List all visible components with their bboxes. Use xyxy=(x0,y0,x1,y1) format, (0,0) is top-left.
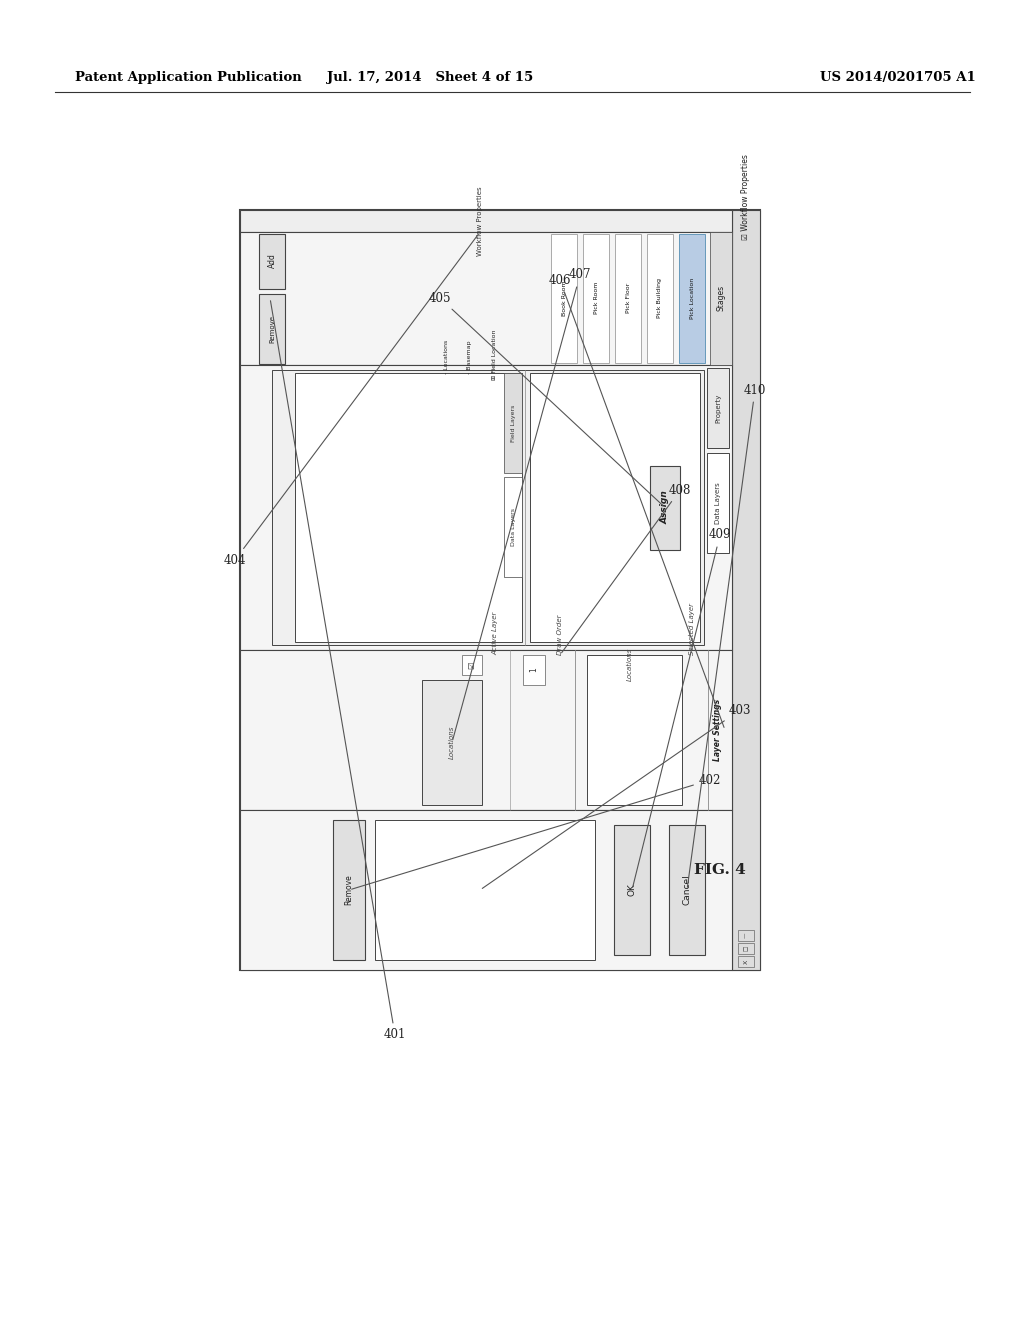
Polygon shape xyxy=(240,232,732,366)
Text: 408: 408 xyxy=(561,483,691,653)
Text: FIG. 4: FIG. 4 xyxy=(694,863,745,876)
Text: 409: 409 xyxy=(633,528,731,887)
Text: Data Layers: Data Layers xyxy=(715,482,721,524)
Text: Assign: Assign xyxy=(660,491,670,524)
Text: Book Room: Book Room xyxy=(561,280,566,315)
Text: Pick Room: Pick Room xyxy=(594,281,598,314)
Polygon shape xyxy=(295,374,522,642)
Polygon shape xyxy=(587,655,682,805)
Polygon shape xyxy=(504,477,522,577)
Text: 406: 406 xyxy=(549,273,724,727)
Text: US 2014/0201705 A1: US 2014/0201705 A1 xyxy=(820,71,976,84)
Text: Add: Add xyxy=(267,253,276,268)
Text: Workflow Properties: Workflow Properties xyxy=(477,186,483,256)
Text: ⊞ Field Location: ⊞ Field Location xyxy=(492,330,497,380)
Text: □: □ xyxy=(743,946,749,952)
Text: 403: 403 xyxy=(482,704,752,888)
Text: Data Layers: Data Layers xyxy=(511,508,515,546)
Text: 407: 407 xyxy=(453,268,591,739)
Text: Draw Order: Draw Order xyxy=(557,615,563,655)
Polygon shape xyxy=(240,810,732,970)
Polygon shape xyxy=(504,374,522,473)
Text: ☑ Workflow Properties: ☑ Workflow Properties xyxy=(741,154,751,240)
Polygon shape xyxy=(650,466,680,549)
Text: Pick Floor: Pick Floor xyxy=(626,282,631,313)
Polygon shape xyxy=(679,234,705,363)
Polygon shape xyxy=(523,655,545,685)
Polygon shape xyxy=(240,649,732,810)
Polygon shape xyxy=(583,234,609,363)
Polygon shape xyxy=(738,942,754,954)
Text: Active Layer: Active Layer xyxy=(492,611,498,655)
Text: Layer Settings: Layer Settings xyxy=(714,698,723,762)
Text: Remove: Remove xyxy=(269,315,275,343)
Text: OK: OK xyxy=(628,883,637,896)
Text: Cancel: Cancel xyxy=(683,875,691,906)
Text: 1: 1 xyxy=(529,668,539,672)
Polygon shape xyxy=(707,453,729,553)
Text: 401: 401 xyxy=(270,301,407,1041)
Text: - Basemap: - Basemap xyxy=(468,341,472,380)
Text: Selected Layer: Selected Layer xyxy=(689,603,695,655)
Text: ☑: ☑ xyxy=(468,661,476,669)
Polygon shape xyxy=(738,956,754,968)
Text: Stages: Stages xyxy=(717,285,725,312)
Polygon shape xyxy=(551,234,577,363)
Polygon shape xyxy=(462,655,482,675)
Polygon shape xyxy=(669,825,705,954)
Polygon shape xyxy=(647,234,673,363)
Polygon shape xyxy=(614,825,650,954)
Text: Pick Building: Pick Building xyxy=(657,279,663,318)
Text: Jul. 17, 2014   Sheet 4 of 15: Jul. 17, 2014 Sheet 4 of 15 xyxy=(327,71,534,84)
Polygon shape xyxy=(259,294,285,364)
Text: 410: 410 xyxy=(687,384,766,887)
Text: 404: 404 xyxy=(224,234,478,566)
Polygon shape xyxy=(240,366,732,649)
Text: Pick Location: Pick Location xyxy=(689,277,694,318)
Polygon shape xyxy=(707,368,729,447)
Text: Locations: Locations xyxy=(627,647,633,681)
Text: - Locations: - Locations xyxy=(443,339,449,380)
Polygon shape xyxy=(732,210,760,970)
Polygon shape xyxy=(738,931,754,941)
Text: X: X xyxy=(743,960,749,964)
Text: —: — xyxy=(743,933,749,939)
Polygon shape xyxy=(272,370,705,645)
Polygon shape xyxy=(375,820,595,960)
Polygon shape xyxy=(240,210,760,970)
Polygon shape xyxy=(710,232,732,366)
Text: Remove: Remove xyxy=(344,875,353,906)
Polygon shape xyxy=(615,234,641,363)
Text: Locations: Locations xyxy=(449,726,455,759)
Text: 405: 405 xyxy=(429,292,663,506)
Text: Field Layers: Field Layers xyxy=(511,404,515,442)
Text: 402: 402 xyxy=(351,774,721,890)
Polygon shape xyxy=(422,680,482,805)
Polygon shape xyxy=(259,234,285,289)
Text: Patent Application Publication: Patent Application Publication xyxy=(75,71,302,84)
Text: Property: Property xyxy=(715,393,721,422)
Polygon shape xyxy=(530,374,700,642)
Polygon shape xyxy=(333,820,365,960)
Polygon shape xyxy=(240,210,732,232)
